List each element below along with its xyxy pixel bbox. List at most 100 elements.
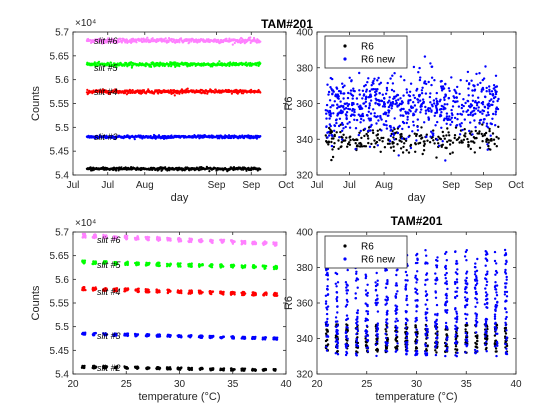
- data-point: [369, 129, 372, 132]
- data-point: [407, 125, 410, 129]
- data-point: [164, 166, 167, 169]
- data-point: [462, 110, 465, 113]
- data-point: [82, 365, 85, 369]
- data-point: [251, 266, 255, 269]
- data-point: [81, 236, 85, 239]
- data-point: [412, 94, 415, 97]
- data-point: [176, 238, 180, 241]
- plot-counts-vs-temperature: 20 25 30 35 405.45.455.55.555.65.655.7×10⁴te…: [30, 218, 292, 403]
- data-point: [396, 131, 400, 135]
- data-point: [144, 65, 147, 68]
- data-point: [97, 40, 100, 44]
- data-point: [141, 91, 144, 94]
- legend-marker: [343, 57, 347, 61]
- data-point: [394, 338, 397, 341]
- data-point: [418, 141, 422, 145]
- data-point: [346, 328, 349, 331]
- data-point: [429, 135, 432, 138]
- data-point: [365, 96, 368, 99]
- data-point: [113, 235, 117, 238]
- data-point: [344, 139, 347, 142]
- data-point: [490, 90, 494, 93]
- data-point: [326, 293, 329, 297]
- data-point: [497, 137, 500, 140]
- data-point: [475, 104, 479, 107]
- data-point: [336, 296, 339, 299]
- data-point: [342, 106, 345, 109]
- data-point: [214, 88, 217, 91]
- data-point: [433, 114, 436, 118]
- data-point: [423, 121, 426, 124]
- data-point: [400, 100, 404, 103]
- y-tick-label: 5.45: [50, 147, 70, 158]
- data-point: [472, 106, 476, 110]
- data-point: [489, 134, 492, 137]
- data-point: [504, 332, 508, 335]
- data-point: [339, 90, 342, 93]
- data-point: [340, 121, 344, 125]
- data-point: [408, 94, 412, 98]
- data-point: [422, 144, 426, 147]
- data-point: [460, 106, 463, 110]
- data-point: [383, 105, 387, 108]
- data-point: [325, 125, 328, 128]
- data-point: [421, 98, 425, 101]
- data-point: [327, 111, 330, 114]
- data-point: [365, 90, 368, 93]
- data-point: [486, 107, 490, 110]
- data-point: [420, 89, 424, 92]
- data-point: [158, 366, 162, 370]
- data-point: [344, 330, 348, 333]
- slit-annotation: slit #4: [97, 287, 121, 297]
- data-point: [443, 106, 446, 110]
- data-point: [435, 100, 439, 103]
- data-point: [135, 365, 138, 368]
- data-point: [434, 349, 437, 352]
- data-point: [421, 136, 424, 139]
- data-point: [222, 291, 225, 295]
- data-point: [352, 89, 355, 93]
- data-point: [469, 111, 473, 114]
- data-point: [140, 37, 143, 40]
- data-point: [255, 137, 258, 140]
- data-point: [372, 82, 375, 85]
- data-point: [401, 114, 404, 117]
- data-point: [358, 89, 361, 92]
- data-point: [115, 41, 118, 45]
- data-point: [432, 139, 435, 142]
- data-point: [476, 83, 479, 86]
- data-point: [113, 237, 117, 240]
- data-point: [383, 96, 386, 100]
- data-point: [115, 169, 118, 172]
- data-point: [379, 150, 382, 153]
- data-point: [340, 135, 343, 139]
- data-point: [332, 104, 335, 107]
- data-point: [460, 139, 463, 142]
- data-point: [364, 337, 367, 340]
- data-point: [395, 336, 398, 339]
- data-point: [419, 104, 423, 107]
- x-tick-label: Aug: [136, 180, 154, 191]
- data-point: [334, 119, 338, 122]
- data-point: [477, 109, 480, 112]
- data-point: [348, 126, 352, 129]
- data-point: [472, 113, 475, 116]
- data-point: [156, 238, 159, 241]
- data-point: [199, 335, 202, 338]
- data-point: [447, 131, 450, 134]
- data-point: [263, 266, 267, 269]
- data-point: [325, 117, 328, 120]
- data-point: [357, 133, 360, 137]
- data-point: [330, 140, 333, 144]
- data-point: [331, 77, 334, 81]
- data-point: [349, 138, 352, 142]
- data-point: [198, 367, 202, 371]
- data-point: [329, 131, 332, 135]
- data-point: [378, 103, 381, 106]
- data-point: [411, 130, 414, 133]
- data-point: [390, 88, 394, 92]
- data-point: [456, 118, 459, 121]
- data-point: [383, 146, 387, 149]
- data-point: [180, 289, 183, 293]
